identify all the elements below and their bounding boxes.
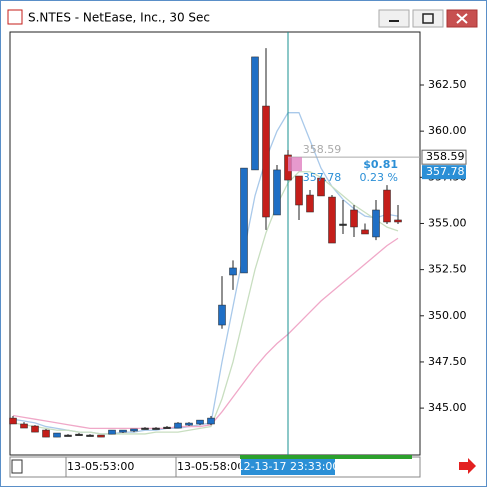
candle-body — [31, 425, 39, 433]
window-title: S.NTES - NetEase, Inc., 30 Sec — [28, 11, 210, 25]
y-tick-label: 350.00 — [428, 309, 467, 322]
x-tick-label: 13-05:53:00 — [67, 460, 134, 473]
moving-average-line — [12, 171, 399, 435]
crosshair-time-box — [241, 459, 335, 475]
candle-body — [152, 427, 160, 430]
scroll-right-arrow[interactable] — [459, 458, 476, 474]
candle-body — [130, 428, 138, 432]
candle-body — [251, 56, 259, 171]
candle-body — [361, 229, 369, 235]
maximize-button[interactable] — [412, 9, 444, 28]
candle-body — [174, 422, 182, 429]
candle-body — [75, 433, 83, 436]
candle-body — [64, 434, 72, 437]
candle-body — [372, 209, 380, 238]
candle-body — [262, 105, 270, 218]
candle-body — [306, 194, 314, 213]
candle-body — [383, 189, 391, 223]
y-tick-label: 355.00 — [428, 216, 467, 229]
last-price-text: 357.78 — [303, 171, 342, 184]
last-price-box — [422, 165, 466, 180]
y-tick-label: 345.00 — [428, 401, 467, 414]
candle-body — [20, 423, 28, 429]
candle-body — [317, 177, 325, 197]
candle-body — [86, 434, 94, 437]
crosshair-time-label: 12-13-17 23:33:00 — [237, 460, 340, 473]
scroll-box[interactable] — [11, 459, 23, 474]
y-tick-label: 352.50 — [428, 263, 467, 276]
scroll-bar[interactable] — [240, 455, 412, 459]
y-tick-label: 360.00 — [428, 124, 467, 137]
candle-body — [207, 417, 215, 425]
app-icon — [7, 9, 23, 25]
minimize-button[interactable] — [378, 9, 410, 28]
candle-body — [229, 267, 237, 276]
candle-body — [119, 429, 127, 433]
last-price-label: 357.78 — [426, 165, 465, 178]
crosshair-price-label: 358.59 — [426, 150, 465, 163]
candle-body — [141, 427, 149, 430]
candle-body — [97, 434, 105, 438]
candle-body — [9, 417, 17, 425]
candle-body — [42, 429, 50, 438]
candle-body — [108, 429, 116, 435]
candle-body — [53, 432, 61, 438]
plot-area — [9, 31, 421, 456]
candle-body — [328, 196, 336, 244]
chart: 345.00347.50350.00352.50355.00357.50360.… — [9, 32, 467, 455]
candle-body — [350, 209, 358, 228]
close-icon — [456, 13, 468, 24]
y-tick-label: 347.50 — [428, 355, 467, 368]
x-tick-label: 13-05:58:00 — [177, 460, 244, 473]
crosshair-marker — [288, 157, 302, 172]
y-tick-label: 362.50 — [428, 78, 467, 91]
candle-body — [218, 304, 226, 326]
crosshair-price-box — [421, 149, 467, 165]
change-text: $0.81 — [363, 158, 398, 171]
candle-body — [295, 175, 303, 206]
candle-body — [394, 219, 402, 223]
crosshair-price-text: 358.59 — [303, 143, 342, 156]
candle-body — [339, 223, 347, 226]
candle-body — [196, 419, 204, 425]
candle-body — [273, 169, 281, 216]
maximize-icon — [422, 13, 434, 24]
change-pct-text: 0.23 % — [360, 171, 398, 184]
moving-average-line — [12, 237, 399, 430]
candle-body — [185, 422, 193, 426]
candle-body — [240, 167, 248, 274]
candle-body — [163, 426, 171, 429]
